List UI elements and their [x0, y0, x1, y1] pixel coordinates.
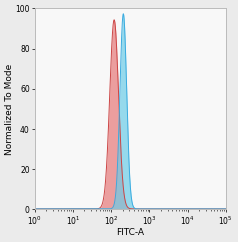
- Y-axis label: Normalized To Mode: Normalized To Mode: [5, 63, 14, 155]
- X-axis label: FITC-A: FITC-A: [116, 228, 144, 237]
